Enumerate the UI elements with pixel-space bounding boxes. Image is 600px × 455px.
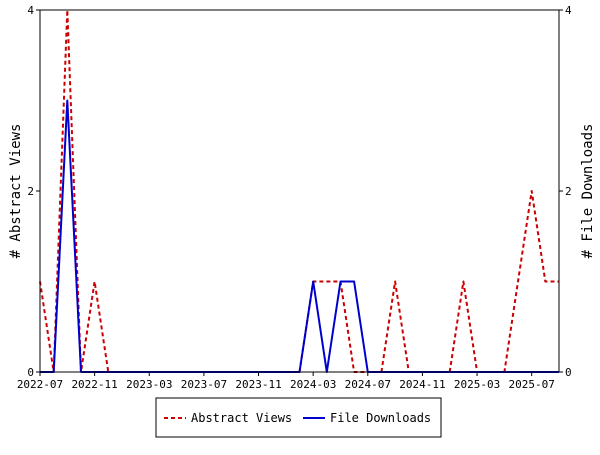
x-tick-label: 2023-11 [235,378,281,391]
x-tick-label: 2025-03 [454,378,500,391]
legend-label-abstract-views: Abstract Views [191,411,292,425]
x-tick-label: 2024-07 [345,378,391,391]
y-tick-label: 2 [27,185,34,198]
y-axis-left: 0 2 4 [27,4,40,379]
y-tick-label: 0 [27,366,34,379]
plot-area [39,9,560,373]
x-tick-label: 2024-03 [290,378,336,391]
y-axis-right: 0 2 4 [559,4,572,379]
x-tick-label: 2022-11 [71,378,117,391]
x-axis: 2022-07 2022-11 2023-03 2023-07 2023-11 2024-… [17,372,555,391]
y2-axis-title: # File Downloads [580,124,596,259]
x-tick-label: 2024-11 [399,378,445,391]
y-axis-title: # Abstract Views [8,124,24,259]
legend-label-file-downloads: File Downloads [330,411,431,425]
legend: Abstract Views File Downloads [155,397,442,438]
chart-marks [39,9,559,373]
y2-tick-label: 0 [565,366,572,379]
series-line-file-downloads [40,99,559,373]
x-tick-label: 2022-07 [17,378,63,391]
y2-tick-label: 2 [565,185,572,198]
x-tick-label: 2023-07 [181,378,227,391]
x-tick-label: 2025-07 [509,378,555,391]
y2-tick-label: 4 [565,4,572,17]
y-tick-label: 4 [27,4,34,17]
legend-box [155,397,442,438]
x-tick-label: 2023-03 [126,378,172,391]
series-line-abstract-views [39,9,559,373]
